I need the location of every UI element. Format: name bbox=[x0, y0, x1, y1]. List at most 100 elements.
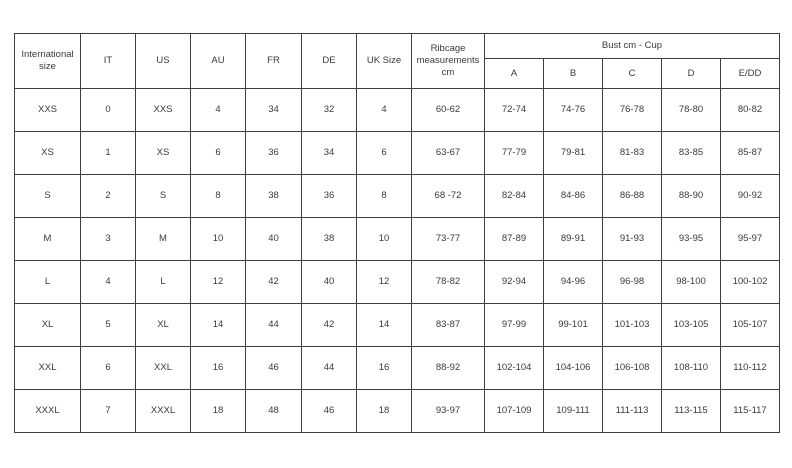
table-cell: 10 bbox=[356, 217, 412, 261]
table-row: M 3 M 10 40 38 10 73-77 87-89 89-91 91-93 93-95 95-9… bbox=[14, 217, 780, 261]
table-cell: 72-74 bbox=[484, 88, 544, 132]
col-header-fr: FR bbox=[245, 33, 302, 89]
table-cell: 78-82 bbox=[411, 260, 485, 304]
table-cell: M bbox=[14, 217, 81, 261]
table-cell: 8 bbox=[190, 174, 246, 218]
col-header-cup-c: C bbox=[602, 58, 662, 89]
table-cell: S bbox=[135, 174, 191, 218]
table-cell: 89-91 bbox=[543, 217, 603, 261]
table-cell: 5 bbox=[80, 303, 136, 347]
table-header: International size IT US AU FR DE UK Siz… bbox=[14, 33, 780, 89]
col-header-cup-b: B bbox=[543, 58, 603, 89]
col-header-bust-cup-group: Bust cm - Cup bbox=[484, 33, 780, 59]
header-row-cups: A B C D E/DD bbox=[15, 58, 780, 89]
table-cell: 82-84 bbox=[484, 174, 544, 218]
table-cell: 42 bbox=[245, 260, 302, 304]
table-cell: 42 bbox=[301, 303, 357, 347]
table-cell: 12 bbox=[190, 260, 246, 304]
table-cell: 60-62 bbox=[411, 88, 485, 132]
table-cell: 2 bbox=[80, 174, 136, 218]
table-cell: 108-110 bbox=[661, 346, 721, 390]
table-cell: 6 bbox=[80, 346, 136, 390]
table-cell: 104-106 bbox=[543, 346, 603, 390]
table-cell: XXS bbox=[14, 88, 81, 132]
table-row: S 2 S 8 38 36 8 68 -72 82-84 84-86 86-88 88-90 90-92 bbox=[14, 174, 780, 218]
table-cell: 8 bbox=[356, 174, 412, 218]
table-cell: XL bbox=[14, 303, 81, 347]
table-cell: 84-86 bbox=[543, 174, 603, 218]
table-cell: 115-117 bbox=[720, 389, 780, 433]
table-cell: XXXL bbox=[135, 389, 191, 433]
header-row-top: International size IT US AU FR DE UK Siz… bbox=[14, 33, 780, 89]
table-cell: 18 bbox=[190, 389, 246, 433]
table-cell: 6 bbox=[190, 131, 246, 175]
table-cell: 111-113 bbox=[602, 389, 662, 433]
col-header-de: DE bbox=[301, 33, 357, 89]
table-cell: 34 bbox=[301, 131, 357, 175]
table-cell: 91-93 bbox=[602, 217, 662, 261]
table-cell: 77-79 bbox=[484, 131, 544, 175]
table-cell: 1 bbox=[80, 131, 136, 175]
table-cell: 44 bbox=[245, 303, 302, 347]
table-cell: 98-100 bbox=[661, 260, 721, 304]
table-cell: 101-103 bbox=[602, 303, 662, 347]
table-row: L 4 L 12 42 40 12 78-82 92-94 94-96 96-98 98-100 100… bbox=[14, 260, 780, 304]
table-cell: 87-89 bbox=[484, 217, 544, 261]
table-cell: 0 bbox=[80, 88, 136, 132]
table-cell: 32 bbox=[301, 88, 357, 132]
table-cell: 10 bbox=[190, 217, 246, 261]
table-cell: XXS bbox=[135, 88, 191, 132]
table-cell: 107-109 bbox=[484, 389, 544, 433]
table-cell: 46 bbox=[245, 346, 302, 390]
col-header-international-size: International size bbox=[14, 33, 81, 89]
table-cell: 80-82 bbox=[720, 88, 780, 132]
table-cell: 16 bbox=[356, 346, 412, 390]
table-cell: L bbox=[135, 260, 191, 304]
col-header-us: US bbox=[135, 33, 191, 89]
table-cell: 105-107 bbox=[720, 303, 780, 347]
table-cell: XXXL bbox=[14, 389, 81, 433]
table-cell: 85-87 bbox=[720, 131, 780, 175]
table-cell: XS bbox=[14, 131, 81, 175]
col-header-au: AU bbox=[190, 33, 246, 89]
table-cell: 113-115 bbox=[661, 389, 721, 433]
table-cell: XXL bbox=[135, 346, 191, 390]
table-cell: 44 bbox=[301, 346, 357, 390]
table-cell: 102-104 bbox=[484, 346, 544, 390]
table-row: XS 1 XS 6 36 34 6 63-67 77-79 79-81 81-83 83-85 85-8… bbox=[14, 131, 780, 175]
table-cell: 4 bbox=[190, 88, 246, 132]
table-cell: 79-81 bbox=[543, 131, 603, 175]
table-body: XXS 0 XXS 4 34 32 4 60-62 72-74 74-76 76-78 78-80 80… bbox=[14, 88, 780, 433]
table-cell: 48 bbox=[245, 389, 302, 433]
table-cell: 73-77 bbox=[411, 217, 485, 261]
table-row: XXXL 7 XXXL 18 48 46 18 93-97 107-109 109-111 111-… bbox=[14, 389, 780, 433]
col-header-cup-edd: E/DD bbox=[720, 58, 780, 89]
table-cell: 93-95 bbox=[661, 217, 721, 261]
table-cell: 3 bbox=[80, 217, 136, 261]
table-cell: 38 bbox=[301, 217, 357, 261]
table-cell: 110-112 bbox=[720, 346, 780, 390]
table-cell: 103-105 bbox=[661, 303, 721, 347]
size-chart-table: International size IT US AU FR DE UK Siz… bbox=[14, 33, 780, 433]
table-cell: 95-97 bbox=[720, 217, 780, 261]
col-header-cup-d: D bbox=[661, 58, 721, 89]
table-cell: 81-83 bbox=[602, 131, 662, 175]
table-cell: XL bbox=[135, 303, 191, 347]
table-cell: 88-92 bbox=[411, 346, 485, 390]
table-cell: 74-76 bbox=[543, 88, 603, 132]
table-cell: 36 bbox=[301, 174, 357, 218]
col-header-uk-size: UK Size bbox=[356, 33, 412, 89]
table-cell: 99-101 bbox=[543, 303, 603, 347]
table-cell: XXL bbox=[14, 346, 81, 390]
col-header-ribcage: Ribcage measurements cm bbox=[411, 33, 485, 89]
table-cell: S bbox=[14, 174, 81, 218]
table-cell: 38 bbox=[245, 174, 302, 218]
table-cell: 96-98 bbox=[602, 260, 662, 304]
table-cell: 68 -72 bbox=[411, 174, 485, 218]
table-cell: 88-90 bbox=[661, 174, 721, 218]
table-cell: M bbox=[135, 217, 191, 261]
table-row: XL 5 XL 14 44 42 14 83-87 97-99 99-101 101-103 103-… bbox=[14, 303, 780, 347]
table-cell: 83-87 bbox=[411, 303, 485, 347]
table-cell: 16 bbox=[190, 346, 246, 390]
